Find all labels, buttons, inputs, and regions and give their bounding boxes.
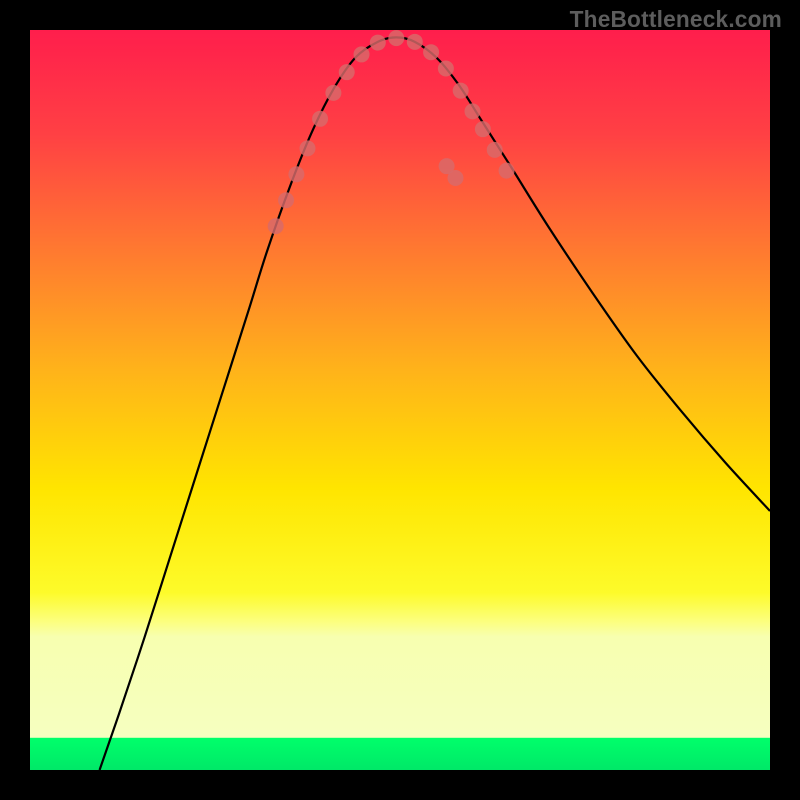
marker-point <box>268 218 284 234</box>
curve-layer <box>30 30 770 770</box>
marker-point <box>339 64 355 80</box>
marker-point <box>487 142 503 158</box>
marker-point <box>300 140 316 156</box>
marker-point <box>278 192 294 208</box>
marker-point <box>475 121 491 137</box>
marker-point <box>288 166 304 182</box>
marker-point <box>370 35 386 51</box>
marker-point <box>438 60 454 76</box>
marker-point <box>325 85 341 101</box>
markers-group <box>268 30 515 234</box>
plot-area <box>30 30 770 770</box>
marker-point <box>423 44 439 60</box>
marker-point <box>448 170 464 186</box>
marker-point <box>388 30 404 46</box>
marker-point <box>499 163 515 179</box>
watermark-text: TheBottleneck.com <box>570 6 782 33</box>
marker-point <box>312 111 328 127</box>
main-v-curve <box>100 37 770 770</box>
marker-point <box>465 103 481 119</box>
marker-point <box>453 83 469 99</box>
marker-point <box>407 34 423 50</box>
outer-frame: TheBottleneck.com <box>0 0 800 800</box>
marker-point <box>354 46 370 62</box>
